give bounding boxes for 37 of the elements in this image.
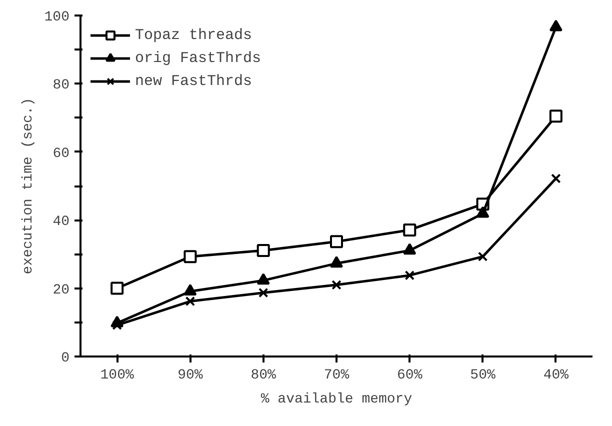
point [549,20,562,32]
legend-label: new FastThrds [135,72,252,90]
point [110,282,124,295]
point [330,256,343,268]
y-tick-label: 60 [52,146,70,162]
point [256,244,270,257]
point [549,110,562,123]
point [184,284,197,296]
point [551,174,561,184]
x-tick-label: 100% [100,368,134,384]
point [256,273,270,285]
y-tick-label: 100 [44,10,70,26]
point [112,320,122,330]
x-axis-title: % available memory [260,392,412,408]
y-tick-label: 80 [52,78,70,94]
y-tick-label: 0 [61,350,70,366]
point [478,252,488,262]
y-tick-label: 40 [52,214,70,230]
x-tick-label: 50% [470,368,496,384]
point [184,250,197,264]
point [403,243,416,255]
x-tick-label: 40% [543,368,570,384]
point [332,280,342,290]
point [403,223,416,236]
point [404,270,415,280]
x-tick-label: 70% [324,368,350,384]
x-tick-label: 90% [178,368,204,384]
point [330,235,343,248]
y-tick-label: 20 [52,282,70,298]
x-tick-label: 80% [250,368,277,384]
y-axis-title: execution time (sec.) [20,98,36,274]
point [476,206,490,218]
legend-label: Topaz threads [135,26,252,44]
legend-label: orig FastThrds [135,50,262,66]
point [258,288,268,298]
point [185,296,196,306]
x-tick-label: 60% [397,368,423,384]
